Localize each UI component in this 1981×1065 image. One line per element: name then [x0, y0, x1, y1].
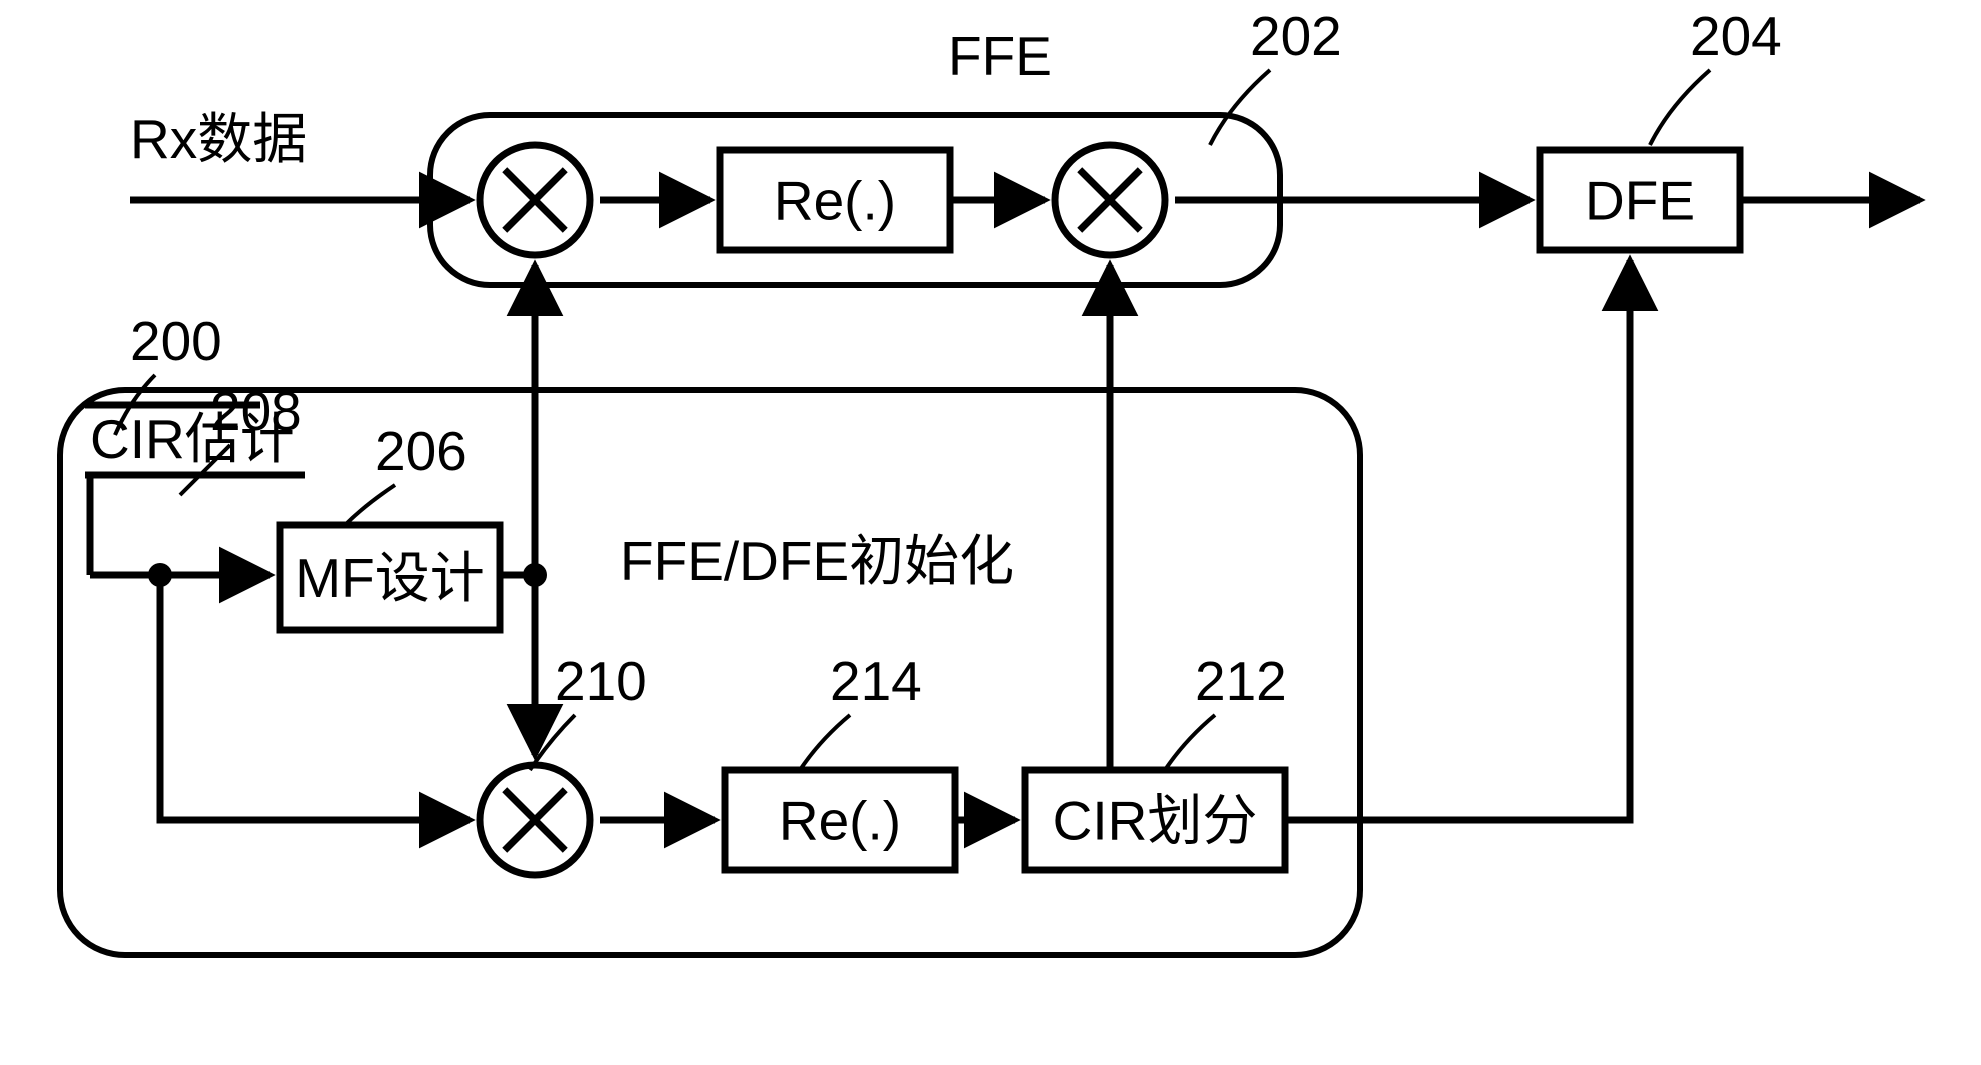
block-re-bottom-label: Re(.): [779, 789, 901, 851]
label-rx-data: Rx数据: [130, 108, 307, 170]
block-dfe-label: DFE: [1585, 169, 1695, 231]
junction-dot: [523, 563, 547, 587]
block-cir-partition-label: CIR划分: [1053, 789, 1258, 851]
ref-200: 200: [130, 310, 222, 372]
junction-dot: [148, 563, 172, 587]
label-ffe: FFE: [948, 25, 1052, 87]
ref-214: 214: [830, 650, 922, 712]
block-mf-design-label: MF设计: [295, 547, 484, 609]
ref-204: 204: [1690, 5, 1782, 67]
ref-212: 212: [1195, 650, 1287, 712]
ref-leader: [1650, 70, 1710, 145]
ref-202: 202: [1250, 5, 1342, 67]
ref-leader: [345, 485, 395, 525]
ref-208: 208: [210, 380, 302, 442]
ref-206: 206: [375, 420, 467, 482]
wire: [1285, 260, 1630, 820]
ref-leader: [800, 715, 850, 770]
block-re-top-label: Re(.): [774, 169, 896, 231]
ref-leader: [1165, 715, 1215, 770]
ref-210: 210: [555, 650, 647, 712]
label-ffe-dfe-init: FFE/DFE初始化: [620, 530, 1014, 592]
